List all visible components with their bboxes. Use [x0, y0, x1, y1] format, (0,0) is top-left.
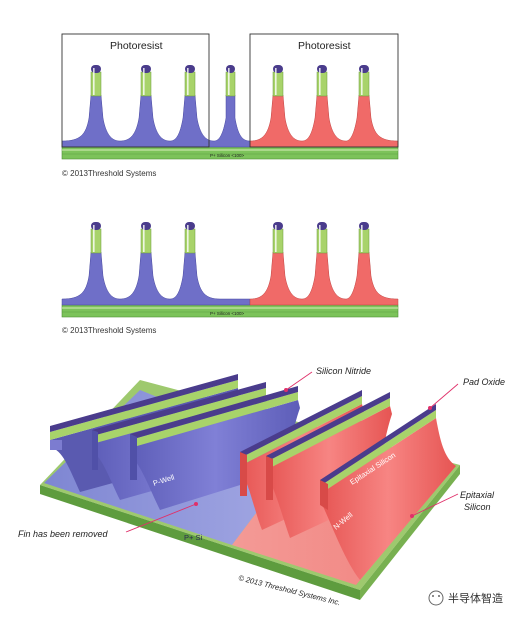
p-well-region: [61, 94, 251, 148]
panel-etched: P+ Silicon <100> © 2013Threshold Systems: [61, 222, 399, 335]
photoresist-box-left: [61, 33, 210, 148]
photoresist-label-left: Photoresist: [110, 40, 163, 52]
pad-oxide-label: Pad Oxide: [463, 377, 505, 387]
fin-caps: [90, 65, 370, 97]
wechat-icon: [428, 590, 444, 606]
n-well-region: [249, 251, 399, 306]
epitaxial-label-line1: Epitaxial: [460, 490, 495, 500]
photoresist-box-right: [249, 33, 399, 148]
substrate-label: P+ Silicon <100>: [210, 311, 245, 316]
panel-photoresist: P+ Silicon <100>: [61, 33, 399, 178]
p-well-region: [61, 251, 251, 306]
watermark: 半导体智造: [428, 590, 503, 606]
fin-caps: [90, 222, 370, 254]
fin-3d: [320, 404, 456, 580]
p-plus-si-label: P+ Si: [184, 533, 202, 542]
epitaxial-label-line2: Silicon: [464, 502, 491, 512]
callout-fin-removed: Fin has been removed: [18, 502, 198, 539]
callout-epitaxial-silicon: Epitaxial Silicon: [410, 490, 495, 518]
callout-pad-oxide: Pad Oxide: [428, 377, 505, 410]
copyright-2: © 2013Threshold Systems: [62, 326, 156, 335]
callout-silicon-nitride: Silicon Nitride: [284, 366, 371, 392]
fin-3d: [130, 386, 300, 510]
silicon-nitride-label: Silicon Nitride: [316, 366, 371, 376]
substrate-label: P+ Silicon <100>: [210, 153, 245, 158]
panel-3d-view: P-Well N-Well Epitaxial Silicon P+ Si Si…: [18, 366, 505, 607]
watermark-text: 半导体智造: [448, 591, 503, 605]
photoresist-label-right: Photoresist: [298, 40, 351, 52]
n-well-region: [249, 94, 399, 148]
copyright-1: © 2013Threshold Systems: [62, 169, 156, 178]
fin-removed-label: Fin has been removed: [18, 529, 109, 539]
